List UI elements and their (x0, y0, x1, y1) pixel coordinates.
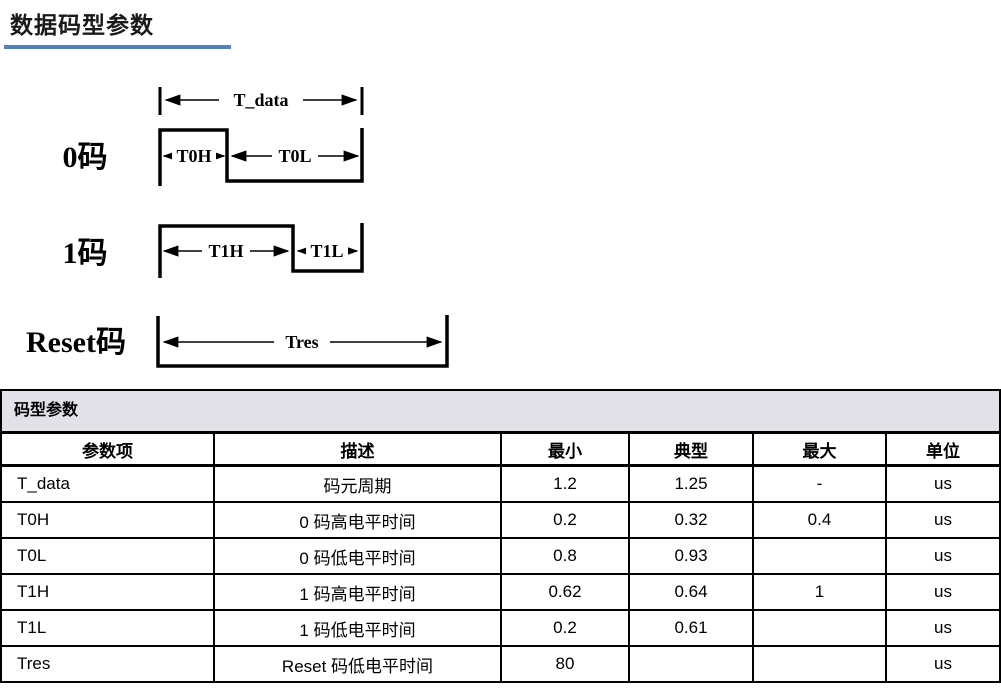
table-cell (629, 646, 754, 681)
table-cell: us (886, 574, 999, 611)
table-cell: us (886, 538, 999, 575)
table-cell (753, 646, 887, 681)
table-cell: T0L (2, 538, 215, 575)
table-cell: 1.25 (629, 465, 754, 503)
reset-label: Reset码 (26, 326, 126, 359)
table-cell: Tres (2, 646, 215, 681)
table-cell: 1 (753, 574, 887, 611)
table-cell: us (886, 502, 999, 539)
timing-diagram: T_data 0码 T0H T0L 1码 T1H T1L Reset码 Tres (26, 87, 449, 368)
table-row: T_data 码元周期 1.2 1.25 - us (2, 465, 999, 503)
table-cell: - (753, 465, 887, 503)
col-header-description: 描述 (214, 434, 502, 467)
table-cell: 0.4 (753, 502, 887, 539)
table-cell: 1 码低电平时间 (214, 610, 502, 647)
table-cell (753, 610, 887, 647)
t1h-label: T1H (208, 241, 243, 261)
col-header-unit: 单位 (886, 434, 999, 467)
table-cell: T_data (2, 465, 215, 503)
t1h-label-bg (202, 241, 250, 260)
table-row: T0H 0 码高电平时间 0.2 0.32 0.4 us (2, 502, 999, 539)
table-cell: us (886, 610, 999, 647)
table-cell: T1L (2, 610, 215, 647)
table-cell: 0 码高电平时间 (214, 502, 502, 539)
table-cell (753, 538, 887, 575)
table-header-row: 参数项 描述 最小 典型 最大 单位 (2, 434, 999, 467)
page-title: 数据码型参数 (10, 12, 154, 38)
col-header-param: 参数项 (2, 434, 215, 467)
tdata-label: T_data (233, 90, 288, 110)
table-cell: 0.32 (629, 502, 754, 539)
table-cell: 1 码高电平时间 (214, 574, 502, 611)
table-cell: 0 码低电平时间 (214, 538, 502, 575)
table-cell: 0.93 (629, 538, 754, 575)
table-cell: T0H (2, 502, 215, 539)
tres-label: Tres (285, 332, 318, 352)
table-caption: 码型参数 (2, 391, 999, 434)
t0l-label-bg (272, 146, 318, 165)
table-cell: 0.64 (629, 574, 754, 611)
code0-label: 0码 (63, 141, 108, 174)
t0h-label-bg (172, 146, 216, 165)
code1-label: 1码 (63, 237, 108, 270)
col-header-typ: 典型 (629, 434, 754, 467)
table-cell: 0.62 (501, 574, 630, 611)
table-cell: us (886, 465, 999, 503)
table-cell: Reset 码低电平时间 (214, 646, 502, 681)
col-header-min: 最小 (501, 434, 630, 467)
table-row: T0L 0 码低电平时间 0.8 0.93 us (2, 538, 999, 575)
reset-waveform (156, 315, 449, 368)
table-cell: 码元周期 (214, 465, 502, 503)
table-row: T1H 1 码高电平时间 0.62 0.64 1 us (2, 574, 999, 611)
t0h-label: T0H (176, 146, 211, 166)
col-header-max: 最大 (753, 434, 887, 467)
tres-label-bg (274, 332, 330, 351)
t1l-label-bg (306, 241, 348, 260)
table-row: Tres Reset 码低电平时间 80 us (2, 646, 999, 681)
table-cell: 0.8 (501, 538, 630, 575)
table-cell: 0.2 (501, 610, 630, 647)
title-underline (4, 45, 231, 49)
table-cell: us (934, 654, 952, 673)
param-table: 码型参数 参数项 描述 最小 典型 最大 单位 T_data 码元周期 1.2 … (0, 389, 1001, 683)
table-cell: 0.61 (629, 610, 754, 647)
t1l-label: T1L (310, 241, 343, 261)
table-cell: 0.2 (501, 502, 630, 539)
code0-waveform (158, 128, 364, 186)
t0l-label: T0L (278, 146, 311, 166)
table-cell: 1.2 (501, 465, 630, 503)
code1-waveform (158, 223, 364, 278)
table-cell: T1H (2, 574, 215, 611)
table-cell: 80 (501, 646, 630, 681)
tdata-label-bg (219, 90, 303, 110)
table-row: T1L 1 码低电平时间 0.2 0.61 us (2, 610, 999, 647)
